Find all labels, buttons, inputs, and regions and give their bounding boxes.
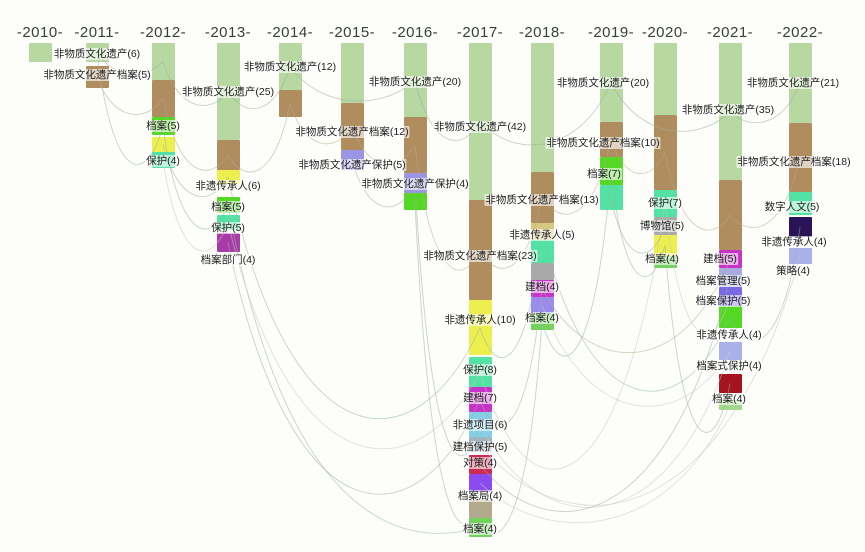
keyword-node[interactable] — [216, 140, 240, 170]
keyword-node[interactable] — [151, 137, 175, 152]
keyword-label: 保护(7) — [647, 197, 683, 209]
link-curve — [479, 404, 731, 524]
keyword-label: 非遗传承人(6) — [194, 180, 262, 192]
keyword-label: 建档(5) — [702, 253, 738, 265]
keyword-label: 数字人文(5) — [763, 201, 821, 213]
keyword-label: 非遗传承人(5) — [508, 229, 576, 241]
keyword-label: 非遗项目(6) — [451, 419, 509, 431]
keyword-node[interactable] — [718, 306, 742, 328]
keyword-label: 非物质文化遗产档案(23) — [422, 250, 538, 262]
keyword-label: 非物质文化遗产(21) — [745, 77, 841, 89]
keyword-node[interactable] — [530, 297, 554, 313]
keyword-node[interactable] — [28, 43, 52, 62]
keyword-label: 档案(5) — [210, 201, 246, 213]
keyword-label: 档案(5) — [145, 120, 181, 132]
year-header: -2020- — [641, 24, 689, 41]
keyword-label: 档案(4) — [524, 312, 560, 324]
keyword-label: 非物质文化遗产保护(5) — [297, 159, 407, 171]
keyword-label: 非物质文化遗产档案(10) — [545, 137, 661, 149]
keyword-node[interactable] — [403, 193, 427, 210]
keyword-node[interactable] — [653, 115, 677, 190]
keyword-label: 非物质文化遗产(25) — [180, 86, 276, 98]
year-header: -2011- — [74, 24, 120, 41]
keyword-label: 建档(7) — [462, 392, 498, 404]
link-curve — [227, 176, 481, 420]
keyword-node[interactable] — [278, 90, 302, 117]
keyword-label: 策略(4) — [775, 265, 811, 277]
keyword-label: 非物质文化遗产档案(12) — [294, 126, 410, 138]
keyword-node[interactable] — [468, 300, 492, 355]
year-header: -2016- — [391, 24, 439, 41]
keyword-label: 建档(4) — [524, 281, 560, 293]
keyword-node[interactable] — [340, 43, 364, 103]
year-header: -2015- — [328, 24, 376, 41]
year-header: -2021- — [706, 24, 754, 41]
keyword-node[interactable] — [718, 180, 742, 250]
keyword-label: 非物质文化遗产档案(5) — [42, 69, 152, 81]
keyword-label: 非遗传承人(10) — [443, 314, 517, 326]
year-header: -2010- — [16, 24, 64, 41]
keyword-label: 对策(4) — [462, 457, 498, 469]
keyword-node[interactable] — [151, 43, 175, 80]
link-curve — [479, 350, 731, 508]
keyword-node[interactable] — [151, 80, 175, 117]
keyword-label: 建档保护(5) — [451, 441, 509, 453]
keyword-label: 档案部门(4) — [199, 254, 257, 266]
keyword-label: 非物质文化遗产档案(13) — [484, 194, 600, 206]
year-header: -2022- — [776, 24, 824, 41]
keyword-label: 非遗传承人(4) — [695, 329, 763, 341]
keyword-label: 档案保护(5) — [694, 295, 752, 307]
keyword-label: 保护(8) — [462, 364, 498, 376]
keyword-node[interactable] — [216, 233, 240, 252]
keyword-node[interactable] — [718, 374, 742, 393]
year-header: -2012- — [139, 24, 187, 41]
keyword-label: 保护(4) — [145, 155, 181, 167]
keyword-label: 档案(7) — [586, 168, 622, 180]
keyword-node[interactable] — [530, 43, 554, 172]
year-header: -2019- — [587, 24, 635, 41]
keyword-label: 档案管理(5) — [694, 275, 752, 287]
link-curve — [479, 255, 801, 506]
keyword-label: 非遗传承人(4) — [760, 236, 828, 248]
keyword-label: 博物馆(5) — [638, 220, 686, 232]
link-curve — [227, 242, 481, 495]
link-curve — [541, 304, 731, 407]
year-header: -2017- — [456, 24, 504, 41]
keyword-label: 档案(4) — [462, 523, 498, 535]
keyword-node[interactable] — [788, 217, 812, 237]
keyword-label: 非物质文化遗产(20) — [555, 77, 651, 89]
year-header: -2013- — [204, 24, 252, 41]
year-header: -2018- — [518, 24, 566, 41]
keyword-node[interactable] — [599, 185, 623, 210]
keyword-label: 档案(4) — [644, 253, 680, 265]
keyword-label: 档案式保护(4) — [695, 360, 763, 372]
keyword-node[interactable] — [468, 500, 492, 518]
keyword-node[interactable] — [788, 248, 812, 264]
keyword-label: 档案(4) — [711, 393, 747, 405]
keyword-label: 非物质文化遗产(35) — [680, 104, 776, 116]
keyword-node[interactable] — [718, 342, 742, 360]
keyword-label: 非物质文化遗产(12) — [242, 61, 338, 73]
keyword-label: 保护(5) — [210, 222, 246, 234]
keyword-label: 非物质文化遗产(6) — [52, 48, 142, 60]
keyword-node[interactable] — [530, 263, 554, 280]
keyword-label: 非物质文化遗产档案(18) — [736, 156, 852, 168]
keyword-label: 非物质文化遗产(20) — [367, 76, 463, 88]
keyword-label: 非物质文化遗产(42) — [432, 121, 528, 133]
keyword-node[interactable] — [653, 43, 677, 115]
keyword-label: 非物质文化遗产保护(4) — [360, 178, 470, 190]
keyword-label: 档案局(4) — [456, 490, 504, 502]
year-header: -2014- — [266, 24, 314, 41]
link-curve — [479, 277, 731, 512]
